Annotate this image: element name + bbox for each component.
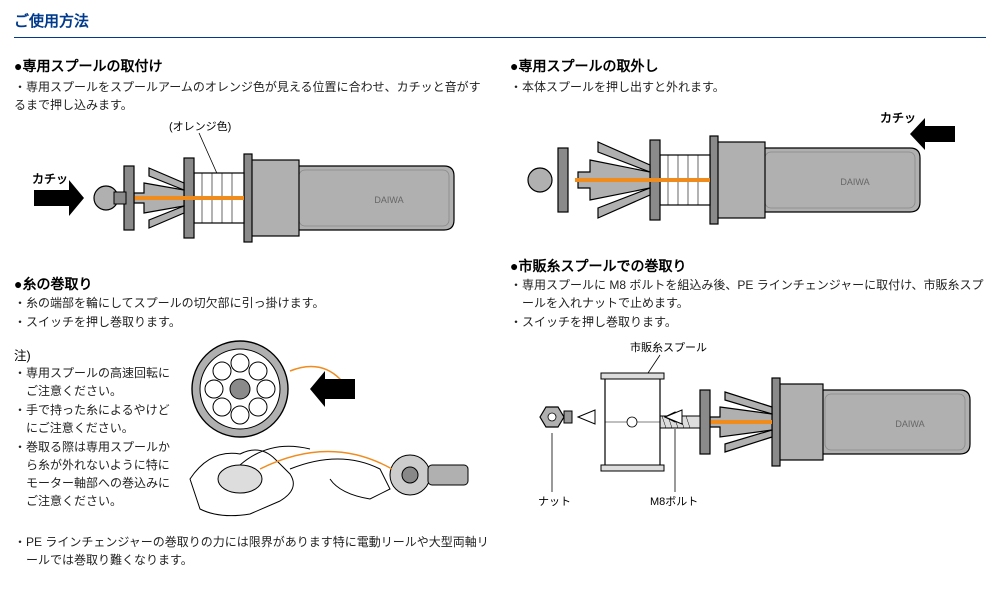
section-remove: ●専用スプールの取外し ・本体スプールを押し出すと外れます。 カチッ DAIWA [510, 56, 986, 240]
note-item: 巻取る際は専用スプールから糸が外れないように特にモーター軸部への巻込みにご注意く… [26, 438, 174, 510]
tool-diagram-market: DAIWA [652, 378, 970, 466]
remove-desc: ・本体スプールを押し出すと外れます。 [510, 78, 986, 96]
svg-text:DAIWA: DAIWA [840, 177, 869, 187]
label-market-spool: 市販糸スプール [630, 340, 707, 354]
market-bullet: スイッチを押し巻取ります。 [522, 313, 986, 331]
label-click-left: カチッ [32, 172, 68, 186]
market-figure: 市販糸スプール DAIWA [510, 337, 986, 527]
notes-list-tail: PE ラインチェンジャーの巻取りの力には限界があります特に電動リールや大型両軸リ… [14, 533, 490, 569]
market-spool-icon [601, 373, 664, 471]
note-item: 手で持った糸によるやけどにご注意ください。 [26, 401, 174, 437]
section-install: ●専用スプールの取付け ・専用スプールをスプールアームのオレンジ色が見える位置に… [14, 56, 490, 258]
wind-bullet: 糸の端部を輪にしてスプールの切欠部に引っ掛けます。 [26, 294, 490, 312]
tool-diagram-remove: DAIWA [528, 136, 920, 224]
label-nut: ナット [538, 495, 571, 508]
label-orange: (オレンジ色) [169, 119, 231, 133]
arrow-left-icon [310, 371, 355, 407]
right-column: ●専用スプールの取外し ・本体スプールを押し出すと外れます。 カチッ DAIWA [510, 56, 986, 585]
market-bullet: 専用スプールに M8 ボルトを組込み後、PE ラインチェンジャーに取付け、市販糸… [522, 276, 986, 312]
wind-bullets: 糸の端部を輪にしてスプールの切欠部に引っ掛けます。 スイッチを押し巻取ります。 [14, 294, 490, 331]
section-market-spool: ●市販糸スプールでの巻取り 専用スプールに M8 ボルトを組込み後、PE ライン… [510, 256, 986, 527]
svg-text:DAIWA: DAIWA [895, 419, 924, 429]
arrow-left-icon [910, 118, 955, 150]
left-column: ●専用スプールの取付け ・専用スプールをスプールアームのオレンジ色が見える位置に… [14, 56, 490, 585]
remove-heading: ●専用スプールの取外し [510, 56, 986, 76]
remove-figure: カチッ DAIWA [510, 100, 986, 240]
tool-diagram: DAIWA [94, 154, 454, 242]
content-columns: ●専用スプールの取付け ・専用スプールをスプールアームのオレンジ色が見える位置に… [14, 56, 986, 585]
install-heading: ●専用スプールの取付け [14, 56, 490, 76]
notes-list: 専用スプールの高速回転にご注意ください。 手で持った糸によるやけどにご注意くださ… [14, 364, 174, 510]
arrow-small-icon [578, 410, 595, 424]
page-title: ご使用方法 [14, 10, 986, 38]
wind-bullet: スイッチを押し巻取ります。 [26, 313, 490, 331]
wind-heading: ●糸の巻取り [14, 274, 490, 294]
label-click-right: カチッ [880, 111, 916, 125]
svg-text:DAIWA: DAIWA [374, 195, 403, 205]
notes-heading: 注) [14, 345, 174, 364]
section-wind: ●糸の巻取り 糸の端部を輪にしてスプールの切欠部に引っ掛けます。 スイッチを押し… [14, 274, 490, 569]
market-heading: ●市販糸スプールでの巻取り [510, 256, 986, 276]
wind-figure [180, 339, 480, 539]
install-desc: ・専用スプールをスプールアームのオレンジ色が見える位置に合わせ、カチッと音がする… [14, 78, 490, 114]
label-bolt: M8ボルト [650, 495, 698, 508]
note-item: 専用スプールの高速回転にご注意ください。 [26, 364, 174, 400]
hand-reel-illustration [190, 446, 468, 515]
nut-icon [540, 407, 572, 427]
install-figure: (オレンジ色) カチッ DAIWA [14, 118, 490, 258]
market-bullets: 専用スプールに M8 ボルトを組込み後、PE ラインチェンジャーに取付け、市販糸… [510, 276, 986, 331]
note-item: PE ラインチェンジャーの巻取りの力には限界があります特に電動リールや大型両軸リ… [26, 533, 490, 569]
